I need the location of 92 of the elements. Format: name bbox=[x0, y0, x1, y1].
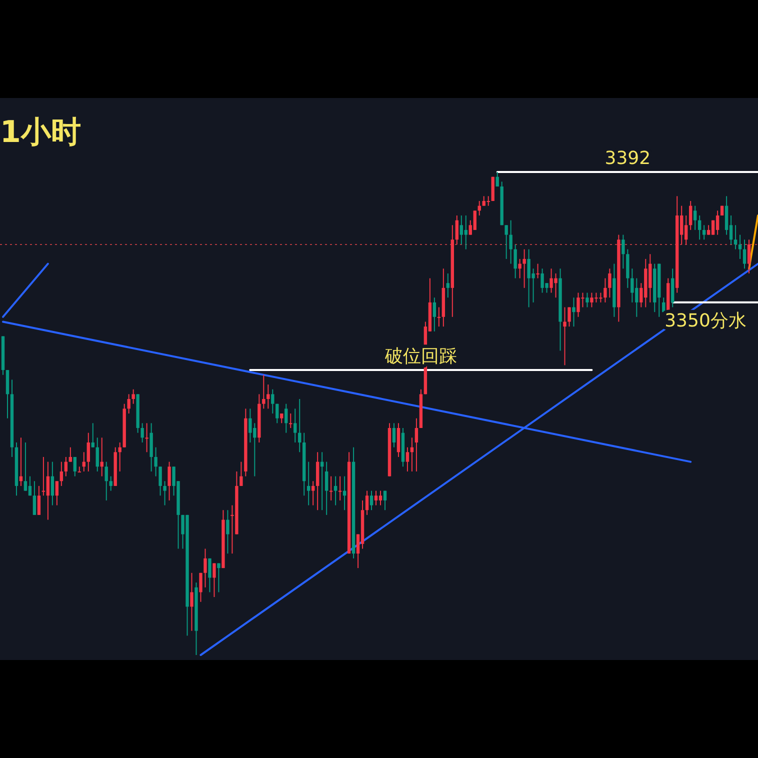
candlestick bbox=[199, 572, 202, 602]
candlestick bbox=[568, 306, 571, 328]
candlestick bbox=[91, 422, 94, 448]
candlestick bbox=[698, 214, 702, 240]
candlestick bbox=[266, 384, 270, 410]
candlestick bbox=[536, 263, 540, 279]
candlestick bbox=[742, 239, 746, 270]
candlestick bbox=[50, 461, 54, 506]
candlestick bbox=[383, 490, 387, 511]
candlestick bbox=[329, 476, 333, 501]
candlestick bbox=[96, 437, 99, 472]
candlestick bbox=[37, 485, 41, 516]
candlestick bbox=[212, 562, 216, 598]
candlestick bbox=[747, 239, 751, 274]
candlestick bbox=[168, 461, 171, 501]
candlestick bbox=[55, 480, 59, 506]
candlestick bbox=[604, 278, 607, 303]
candlestick bbox=[208, 558, 212, 593]
candlestick bbox=[145, 422, 148, 453]
candlestick bbox=[374, 490, 378, 506]
candlestick bbox=[324, 461, 328, 516]
candlestick bbox=[496, 172, 499, 187]
candlestick bbox=[190, 572, 194, 632]
candlestick bbox=[132, 388, 135, 404]
candlestick bbox=[28, 476, 32, 496]
candlestick bbox=[734, 224, 738, 250]
candlestick bbox=[46, 461, 50, 520]
candlestick bbox=[608, 268, 612, 298]
candlestick bbox=[716, 210, 720, 236]
candlestick bbox=[437, 306, 441, 328]
candlestick bbox=[86, 432, 90, 472]
chart-title: 1小时 bbox=[0, 115, 81, 150]
candlestick bbox=[711, 220, 715, 236]
candlestick bbox=[289, 413, 292, 428]
candlestick bbox=[140, 422, 144, 443]
candlestick bbox=[163, 480, 166, 506]
candlestick bbox=[432, 297, 436, 332]
candlestick bbox=[298, 398, 302, 453]
candlestick bbox=[518, 258, 522, 279]
candlestick bbox=[509, 220, 512, 264]
candlestick bbox=[32, 480, 36, 516]
candlestick bbox=[738, 234, 742, 260]
candlestick bbox=[226, 510, 230, 554]
series-label: 3392 bbox=[604, 148, 651, 169]
candlestick bbox=[706, 224, 710, 236]
candlestick bbox=[684, 214, 688, 245]
candlestick bbox=[338, 476, 342, 501]
candlestick bbox=[154, 446, 158, 477]
candlestick bbox=[370, 490, 374, 511]
candlestick bbox=[73, 456, 77, 477]
candlestick bbox=[406, 446, 410, 472]
candlestick bbox=[118, 442, 122, 472]
candlestick bbox=[42, 456, 46, 496]
candlestick bbox=[280, 413, 284, 424]
candlestick bbox=[240, 461, 243, 486]
candlestick bbox=[158, 466, 162, 496]
candlestick bbox=[464, 214, 468, 250]
candlestick bbox=[24, 442, 28, 492]
candlestick bbox=[455, 214, 458, 245]
candlestick bbox=[446, 272, 450, 298]
candlestick bbox=[702, 224, 706, 240]
candlestick bbox=[78, 466, 81, 472]
candlestick bbox=[276, 403, 279, 424]
candlestick bbox=[392, 422, 396, 448]
candlestick bbox=[104, 461, 108, 501]
candlestick bbox=[688, 200, 692, 230]
candlestick bbox=[504, 224, 508, 260]
candlestick bbox=[60, 461, 64, 486]
candlestick bbox=[311, 480, 315, 506]
candlestick bbox=[68, 446, 72, 462]
candlestick bbox=[572, 297, 576, 328]
candlestick bbox=[294, 408, 297, 443]
candlestick bbox=[204, 548, 207, 588]
candlestick bbox=[514, 244, 517, 279]
candlestick bbox=[127, 394, 130, 414]
candlestick bbox=[334, 476, 338, 506]
candlestick bbox=[217, 562, 220, 593]
candlestick bbox=[414, 418, 418, 472]
candlestick bbox=[622, 234, 625, 270]
candlestick bbox=[693, 205, 697, 230]
candlestick bbox=[271, 388, 274, 414]
candlestick bbox=[563, 306, 566, 366]
candlestick bbox=[378, 490, 382, 506]
candlestick bbox=[486, 196, 490, 206]
candlestick bbox=[284, 403, 288, 434]
candlestick bbox=[522, 248, 526, 288]
candlestick bbox=[365, 490, 369, 516]
candlestick bbox=[306, 461, 310, 506]
candlestick bbox=[262, 374, 266, 410]
candlestick bbox=[64, 456, 68, 477]
candlestick bbox=[109, 476, 112, 492]
candlestick bbox=[586, 292, 589, 308]
